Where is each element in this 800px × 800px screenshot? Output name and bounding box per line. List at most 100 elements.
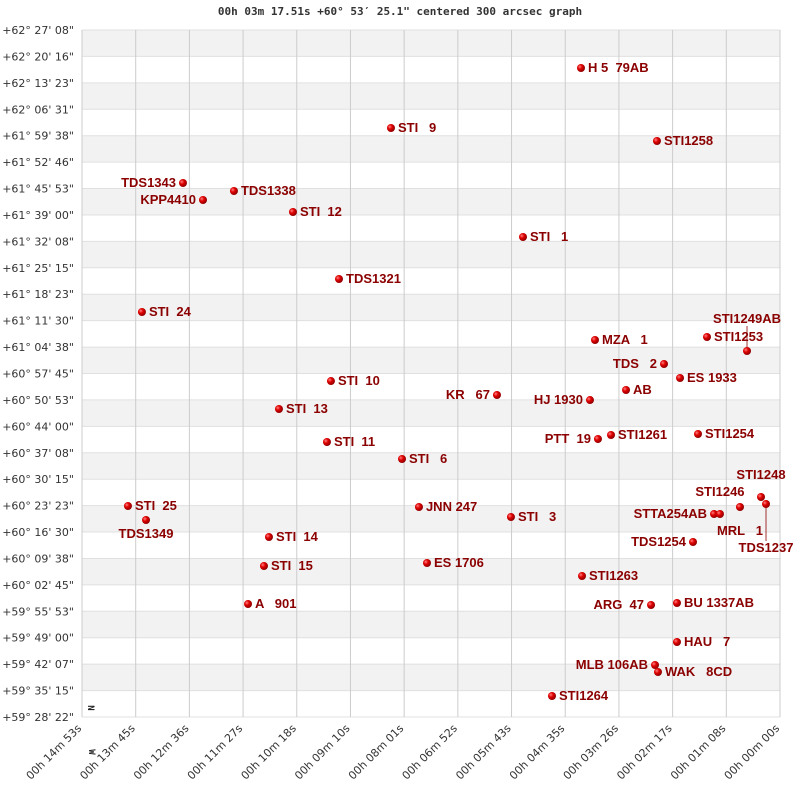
- grid-band: [82, 320, 780, 348]
- grid-band: [82, 637, 780, 665]
- star-label: STI 12: [300, 204, 342, 219]
- grid-band: [82, 505, 780, 533]
- star-point: [710, 510, 719, 519]
- star-point: [652, 137, 661, 146]
- star-point: [593, 435, 602, 444]
- star-label: PTT 19: [545, 431, 591, 446]
- x-tick-label: 00h 09m 10s: [292, 722, 353, 783]
- star-label: TDS1321: [346, 271, 401, 286]
- star-label: TDS1338: [241, 183, 296, 198]
- star-point: [518, 232, 527, 241]
- x-tick-label: 00h 00m 00s: [722, 722, 783, 783]
- star-label: STI 9: [398, 120, 436, 135]
- y-tick-label: +60° 09' 38": [2, 552, 74, 565]
- y-tick-label: +60° 23' 23": [2, 500, 74, 513]
- y-tick-label: +61° 11' 30": [2, 315, 74, 328]
- grid-band: [82, 30, 780, 57]
- star-label: STI 15: [271, 558, 313, 573]
- star-point: [259, 562, 268, 571]
- y-tick-label: +62° 13' 23": [2, 77, 74, 90]
- star-point: [229, 186, 238, 195]
- y-tick-label: +60° 30' 15": [2, 473, 74, 486]
- grid-band: [82, 373, 780, 400]
- star-label: TDS1237: [739, 540, 794, 555]
- star-point: [492, 391, 501, 400]
- star-point: [326, 377, 335, 386]
- west-marker: W: [86, 749, 96, 755]
- star-point: [653, 668, 662, 677]
- star-point: [672, 598, 681, 607]
- star-point: [757, 492, 766, 501]
- star-point: [607, 430, 616, 439]
- grid-band: [82, 82, 780, 110]
- y-tick-label: +61° 25' 15": [2, 262, 74, 275]
- star-point: [198, 196, 207, 205]
- y-tick-label: +62° 20' 16": [2, 50, 74, 63]
- y-tick-label: +60° 02' 45": [2, 579, 74, 592]
- grid-band: [82, 479, 780, 506]
- star-point: [244, 600, 253, 609]
- grid-band: [82, 399, 780, 427]
- x-tick-label: 00h 01m 08s: [668, 722, 729, 783]
- star-point: [137, 308, 146, 317]
- x-tick-label: 00h 08m 01s: [346, 722, 407, 783]
- star-point: [647, 601, 656, 610]
- y-tick-label: +61° 39' 00": [2, 209, 74, 222]
- star-label: KPP4410: [140, 192, 196, 207]
- star-label: STTA254AB: [634, 506, 707, 521]
- star-point: [676, 373, 685, 382]
- grid-band: [82, 664, 780, 691]
- star-point: [672, 638, 681, 647]
- star-point: [288, 208, 297, 217]
- grid-band: [82, 611, 780, 638]
- star-point: [414, 503, 423, 512]
- star-point: [398, 454, 407, 463]
- y-tick-label: +62° 27' 08": [2, 24, 74, 37]
- y-tick-label: +59° 28' 22": [2, 711, 74, 724]
- y-tick-label: +61° 04' 38": [2, 341, 74, 354]
- star-label: BU 1337AB: [684, 595, 754, 610]
- star-label: STI 13: [286, 401, 328, 416]
- grid-band: [82, 109, 780, 136]
- star-point: [743, 346, 752, 355]
- star-point: [274, 405, 283, 414]
- star-point: [735, 503, 744, 512]
- x-tick-label: 00h 12m 36s: [131, 722, 192, 783]
- grid-band: [82, 241, 780, 268]
- grid-band: [82, 162, 780, 189]
- star-label: ARG 47: [593, 597, 644, 612]
- star-point: [715, 510, 724, 519]
- star-label: STI 11: [334, 434, 375, 449]
- star-label: TDS1349: [119, 526, 174, 541]
- grid-band: [82, 452, 780, 480]
- star-label: STI1248: [736, 467, 785, 482]
- y-tick-label: +59° 35' 15": [2, 685, 74, 698]
- star-label: TDS1343: [121, 175, 176, 190]
- star-point: [578, 571, 587, 580]
- x-tick-label: 00h 05m 43s: [453, 722, 514, 783]
- star-point: [506, 513, 515, 522]
- star-label: ES 1706: [434, 555, 484, 570]
- x-tick-label: 00h 04m 35s: [507, 722, 568, 783]
- star-label: STI1261: [618, 427, 667, 442]
- north-marker: N: [85, 705, 95, 710]
- star-point: [585, 396, 594, 405]
- star-label: HJ 1930: [534, 392, 583, 407]
- star-label: H 5 79AB: [588, 60, 649, 75]
- grid-band: [82, 690, 780, 717]
- y-tick-label: +60° 16' 30": [2, 526, 74, 539]
- y-tick-label: +62° 06' 31": [2, 103, 74, 116]
- grid-band: [82, 347, 780, 374]
- x-tick-label: 00h 11m 27s: [185, 722, 246, 783]
- y-tick-label: +59° 42' 07": [2, 658, 74, 671]
- grid-band: [82, 267, 780, 295]
- star-label: STI1246: [695, 484, 744, 499]
- star-label: STI 3: [518, 509, 556, 524]
- star-point: [689, 538, 698, 547]
- star-point: [423, 559, 432, 568]
- star-label: MLB 106AB: [576, 657, 648, 672]
- y-tick-label: +60° 44' 00": [2, 420, 74, 433]
- star-label: STI 25: [135, 498, 177, 513]
- star-label: STI1253: [714, 329, 763, 344]
